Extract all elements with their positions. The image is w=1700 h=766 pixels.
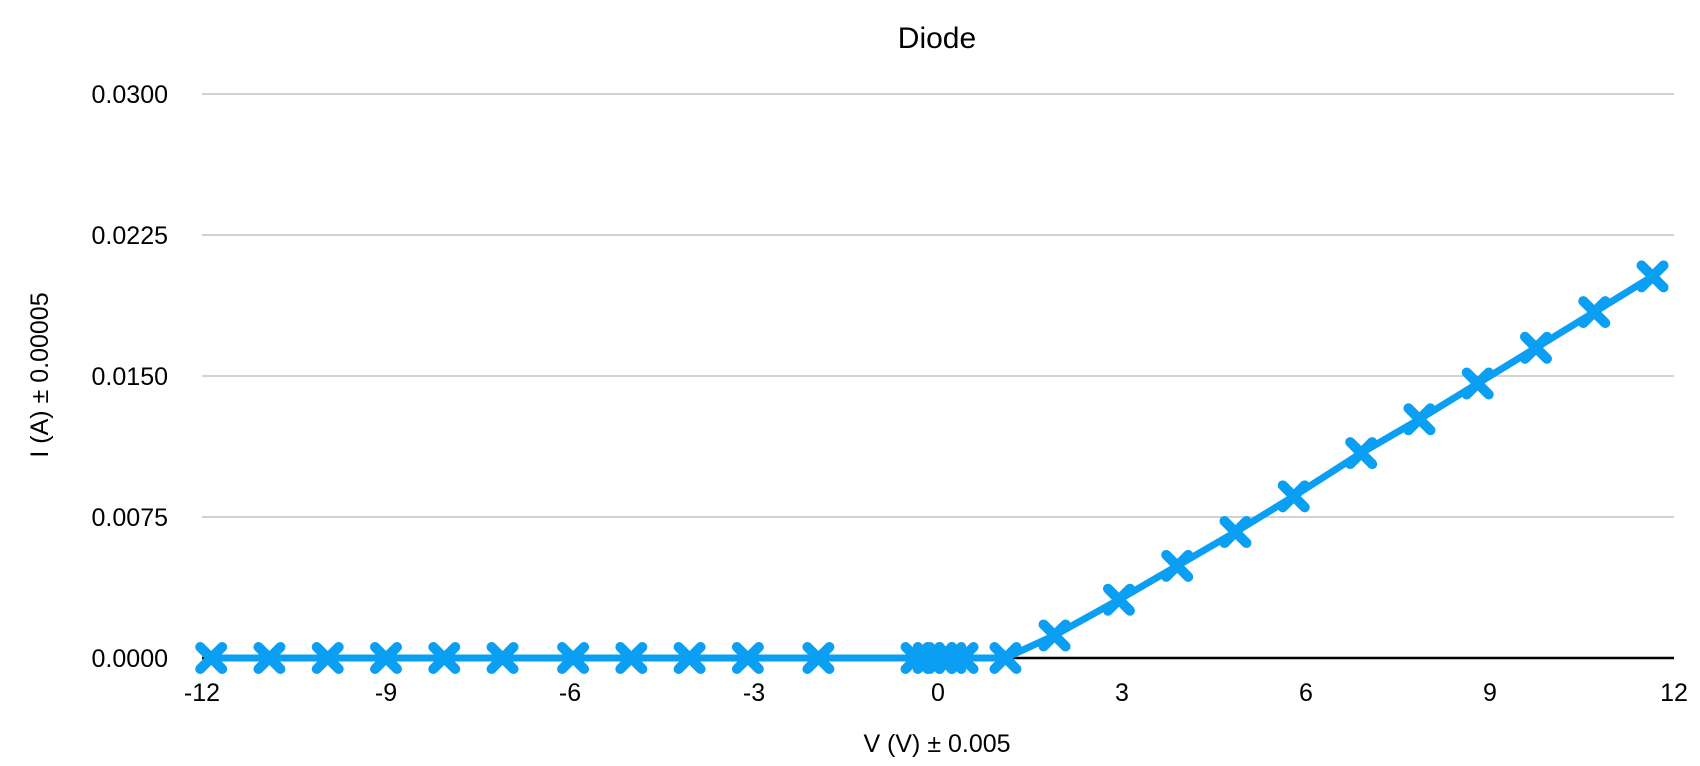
data-point-marker (428, 642, 461, 674)
data-point-marker (370, 642, 402, 674)
data-point-marker (1403, 403, 1436, 436)
x-tick-label: 9 (1483, 679, 1497, 707)
data-point-marker (1277, 480, 1310, 513)
data-point-marker (615, 642, 648, 674)
data-point-marker (802, 642, 835, 674)
data-point-marker (486, 642, 519, 674)
data-point-marker (1161, 549, 1194, 582)
data-series (195, 260, 1669, 674)
chart-title: Diode (898, 22, 976, 55)
x-tick-label: -6 (559, 679, 581, 707)
x-tick-label: -3 (743, 679, 765, 707)
x-tick-label: 12 (1660, 679, 1688, 707)
data-point-marker (673, 642, 706, 674)
data-point-marker (1219, 516, 1252, 549)
data-point-marker (557, 642, 590, 674)
x-axis-label: V (V) ± 0.005 (863, 730, 1010, 758)
data-point-marker (989, 642, 1022, 674)
x-tick-label: 0 (931, 679, 945, 707)
x-axis-tick-labels: -12 -9 -6 -3 0 3 6 9 12 (184, 679, 1688, 707)
data-point-marker (731, 642, 764, 674)
y-tick-label: 0.0150 (92, 363, 168, 391)
y-axis-label: I (A) ± 0.00005 (26, 292, 54, 457)
data-point-marker (1461, 367, 1494, 400)
data-point-marker (311, 642, 344, 674)
data-point-marker (1102, 583, 1135, 616)
data-point-marker (1578, 296, 1611, 329)
data-point-marker (1520, 331, 1552, 364)
y-axis-tick-labels: 0.0000 0.0075 0.0150 0.0225 0.0300 (92, 81, 168, 673)
data-point-marker (946, 642, 979, 674)
y-tick-label: 0.0075 (92, 504, 168, 532)
series-line (207, 272, 1656, 662)
data-point-marker (195, 642, 228, 674)
gridlines (202, 93, 1674, 660)
data-point-marker (1636, 260, 1669, 293)
y-tick-label: 0.0225 (92, 222, 168, 250)
x-tick-label: -9 (375, 679, 397, 707)
x-tick-label: 6 (1299, 679, 1313, 707)
data-point-marker (1038, 619, 1071, 652)
x-tick-label: -12 (184, 679, 220, 707)
data-point-marker (1345, 437, 1378, 470)
y-tick-label: 0.0300 (92, 81, 168, 109)
y-tick-label: 0.0000 (92, 645, 168, 673)
data-point-marker (253, 642, 286, 674)
x-tick-label: 3 (1115, 679, 1129, 707)
